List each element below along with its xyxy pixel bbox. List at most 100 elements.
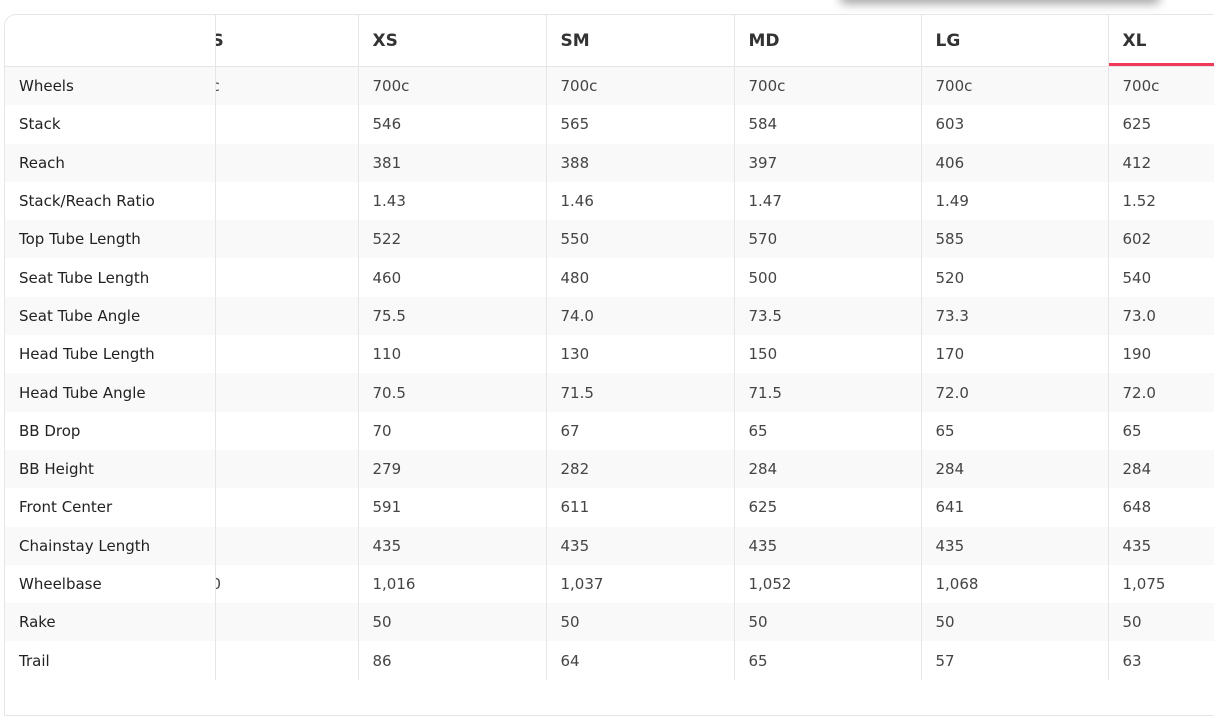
cell-sm: 71.5 (545, 373, 734, 412)
cell-xl: 73.0 (1107, 296, 1214, 336)
cell-lg: 641 (920, 488, 1108, 527)
cell-md: 65 (733, 411, 921, 450)
hidden-cell (214, 526, 358, 565)
header-corner (5, 15, 215, 67)
cell-xs: 110 (357, 335, 546, 374)
cell-xs: 70.5 (357, 373, 546, 412)
cell-xs: 70 (357, 411, 546, 450)
cell-lg: 170 (920, 335, 1108, 374)
header-hidden-size[interactable]: S (214, 15, 358, 67)
cell-md: 1,052 (733, 564, 921, 604)
cell-sm: 435 (545, 526, 734, 565)
cell-xl: 625 (1107, 105, 1214, 144)
cell-xs: 546 (357, 105, 546, 144)
cell-lg: 50 (920, 603, 1108, 642)
cell-lg: 435 (920, 526, 1108, 565)
cell-md: 700c (733, 66, 921, 106)
cell-md: 397 (733, 143, 921, 182)
cell-xs: 1.43 (357, 181, 546, 221)
cell-sm: 1.46 (545, 181, 734, 221)
hidden-cell (214, 258, 358, 297)
hidden-cell: 0 (214, 564, 358, 604)
cell-sm: 480 (545, 258, 734, 297)
cell-sm: 700c (545, 66, 734, 106)
table-row: BB Drop 70 67 65 65 65 (5, 411, 1214, 450)
cell-xl: 50 (1107, 603, 1214, 642)
hidden-cell (214, 641, 358, 680)
cell-xl: 540 (1107, 258, 1214, 297)
size-header-sm[interactable]: SM (545, 15, 734, 67)
cell-sm: 388 (545, 143, 734, 182)
cell-xl: 63 (1107, 641, 1214, 680)
cell-xs: 460 (357, 258, 546, 297)
size-header-md[interactable]: MD (733, 15, 921, 67)
cell-md: 1.47 (733, 181, 921, 221)
cell-lg: 73.3 (920, 296, 1108, 336)
table-row: Top Tube Length 522 550 570 585 602 (5, 220, 1214, 259)
hidden-cell (214, 105, 358, 144)
table-row: Seat Tube Angle 75.5 74.0 73.5 73.3 73.0 (5, 296, 1214, 336)
cell-lg: 1.49 (920, 181, 1108, 221)
row-label: BB Drop (19, 421, 81, 440)
hidden-cell (214, 603, 358, 642)
cell-md: 50 (733, 603, 921, 642)
size-header-xl[interactable]: XL (1107, 15, 1214, 67)
cell-xs: 86 (357, 641, 546, 680)
cell-xs: 279 (357, 449, 546, 489)
hidden-cell (214, 181, 358, 221)
cell-xs: 700c (357, 66, 546, 106)
cell-lg: 72.0 (920, 373, 1108, 412)
hidden-cell (214, 296, 358, 336)
size-header-lg[interactable]: LG (920, 15, 1108, 67)
table-row: Head Tube Length 110 130 150 170 190 (5, 335, 1214, 374)
cell-sm: 64 (545, 641, 734, 680)
cell-lg: 603 (920, 105, 1108, 144)
cell-sm: 565 (545, 105, 734, 144)
cell-sm: 550 (545, 220, 734, 259)
cell-xs: 591 (357, 488, 546, 527)
cell-sm: 130 (545, 335, 734, 374)
table-row: Stack 546 565 584 603 625 (5, 105, 1214, 144)
cell-sm: 50 (545, 603, 734, 642)
cell-xs: 522 (357, 220, 546, 259)
cell-lg: 700c (920, 66, 1108, 106)
cell-xl: 190 (1107, 335, 1214, 374)
cell-md: 150 (733, 335, 921, 374)
table-row: Trail 86 64 65 57 63 (5, 641, 1214, 680)
hidden-cell (214, 143, 358, 182)
row-label: Head Tube Length (19, 345, 155, 364)
row-label: Rake (5, 603, 215, 642)
cell-lg: 406 (920, 143, 1108, 182)
row-label: Stack (19, 115, 61, 134)
cell-xl: 700c (1107, 66, 1214, 106)
row-label: Top Tube Length (5, 220, 215, 259)
cell-md: 625 (733, 488, 921, 527)
cell-lg: 1,068 (920, 564, 1108, 604)
cell-lg: 65 (920, 411, 1108, 450)
cell-xl: 1,075 (1107, 564, 1214, 604)
table-row: Chainstay Length 435 435 435 435 435 (5, 526, 1214, 565)
row-label: Wheelbase (19, 575, 102, 593)
cell-xs: 1,016 (357, 564, 546, 604)
row-label: Head Tube Angle (5, 373, 215, 412)
geometry-table-container[interactable]: SXSSMMDLGXL Wheels c700c700c700c700c700c… (4, 14, 1214, 716)
size-header-xs[interactable]: XS (357, 15, 546, 67)
row-label: Seat Tube Angle (5, 296, 215, 336)
cell-md: 584 (733, 105, 921, 144)
hidden-cell (214, 335, 358, 374)
cell-md: 500 (733, 258, 921, 297)
row-label: Wheels (5, 66, 215, 106)
cell-md: 570 (733, 220, 921, 259)
cell-xl: 412 (1107, 143, 1214, 182)
cell-sm: 74.0 (545, 296, 734, 336)
row-label: BB Height (5, 449, 215, 489)
cell-lg: 520 (920, 258, 1108, 297)
hidden-cell (214, 411, 358, 450)
cell-md: 71.5 (733, 373, 921, 412)
header-row: SXSSMMDLGXL (5, 15, 1214, 67)
table-row: Wheels c700c700c700c700c700c (5, 66, 1214, 106)
cell-xl: 1.52 (1107, 181, 1214, 221)
cell-sm: 611 (545, 488, 734, 527)
row-label: Stack/Reach Ratio (19, 192, 155, 211)
cell-xl: 65 (1107, 411, 1214, 450)
